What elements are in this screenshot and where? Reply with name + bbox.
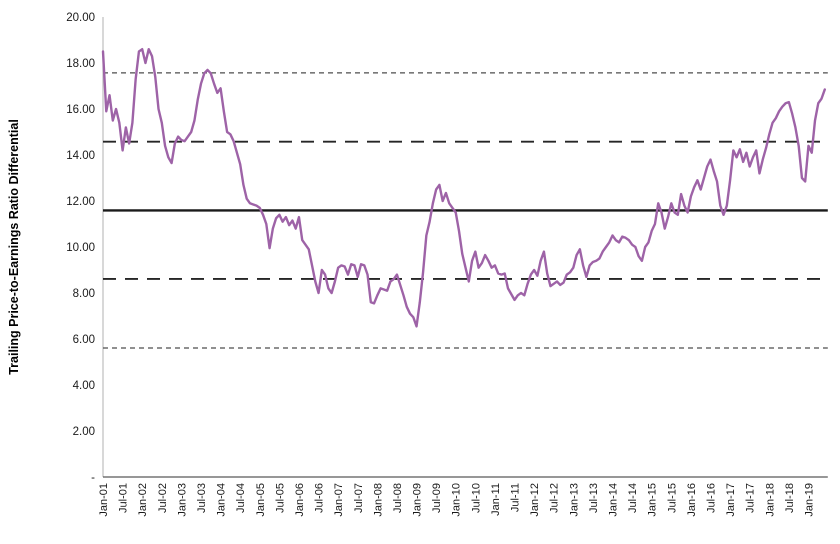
x-tick-label: Jan-14 [608,483,620,517]
x-tick-label: Jan-19 [803,483,815,517]
x-tick-label: Jul-18 [784,483,796,513]
x-tick-label: Jul-02 [157,483,169,513]
x-tick-label: Jan-04 [216,483,228,517]
x-tick-label: Jul-03 [196,483,208,513]
y-tick-label: 16.00 [66,104,95,116]
x-tick-label: Jan-05 [255,483,267,517]
series-line [101,48,826,328]
y-tick-label: 14.00 [66,150,95,162]
x-tick-label: Jan-16 [686,483,698,517]
x-tick-label: Jan-15 [647,483,659,517]
x-tick-label: Jul-06 [314,483,326,513]
x-tick-label: Jan-09 [412,483,424,517]
x-tick-label: Jan-18 [764,483,776,517]
x-tick-label: Jan-17 [725,483,737,517]
x-tick-label: Jul-09 [431,483,443,513]
x-tick-label: Jul-11 [510,483,522,512]
y-tick-label: 10.00 [66,242,95,254]
x-tick-label: Jan-10 [451,483,463,517]
x-tick-label: Jan-06 [294,483,306,517]
x-tick-label: Jul-07 [353,483,365,513]
x-tick-label: Jan-02 [137,483,149,517]
y-tick-label: 4.00 [73,380,95,392]
x-tick-label: Jan-07 [333,483,345,517]
x-tick-label: Jan-11 [490,483,502,516]
x-tick-label: Jul-01 [118,483,130,513]
y-axis-title: Trailing Price-to-Earnings Ratio Differe… [7,119,21,375]
x-tick-label: Jul-15 [666,483,678,513]
x-tick-label: Jul-04 [235,483,247,513]
x-tick-label: Jul-13 [588,483,600,513]
x-tick-label: Jan-12 [529,483,541,517]
x-tick-label: Jul-12 [549,483,561,513]
y-tick-label: 2.00 [73,426,95,438]
x-tick-label: Jan-03 [176,483,188,517]
x-tick-label: Jul-14 [627,483,639,513]
x-tick-label: Jan-01 [98,483,110,517]
x-tick-label: Jul-16 [705,483,717,513]
x-tick-label: Jul-08 [392,483,404,513]
y-tick-label: 6.00 [73,334,95,346]
x-tick-label: Jul-05 [274,483,286,513]
y-tick-label: 12.00 [66,196,95,208]
y-tick-label: 18.00 [66,58,95,70]
x-tick-label: Jan-08 [372,483,384,517]
x-tick-label: Jul-10 [470,483,482,513]
y-tick-label: - [91,472,95,484]
x-tick-label: Jan-13 [568,483,580,517]
y-tick-label: 20.00 [66,12,95,24]
y-tick-label: 8.00 [73,288,95,300]
x-tick-label: Jul-17 [745,483,757,513]
